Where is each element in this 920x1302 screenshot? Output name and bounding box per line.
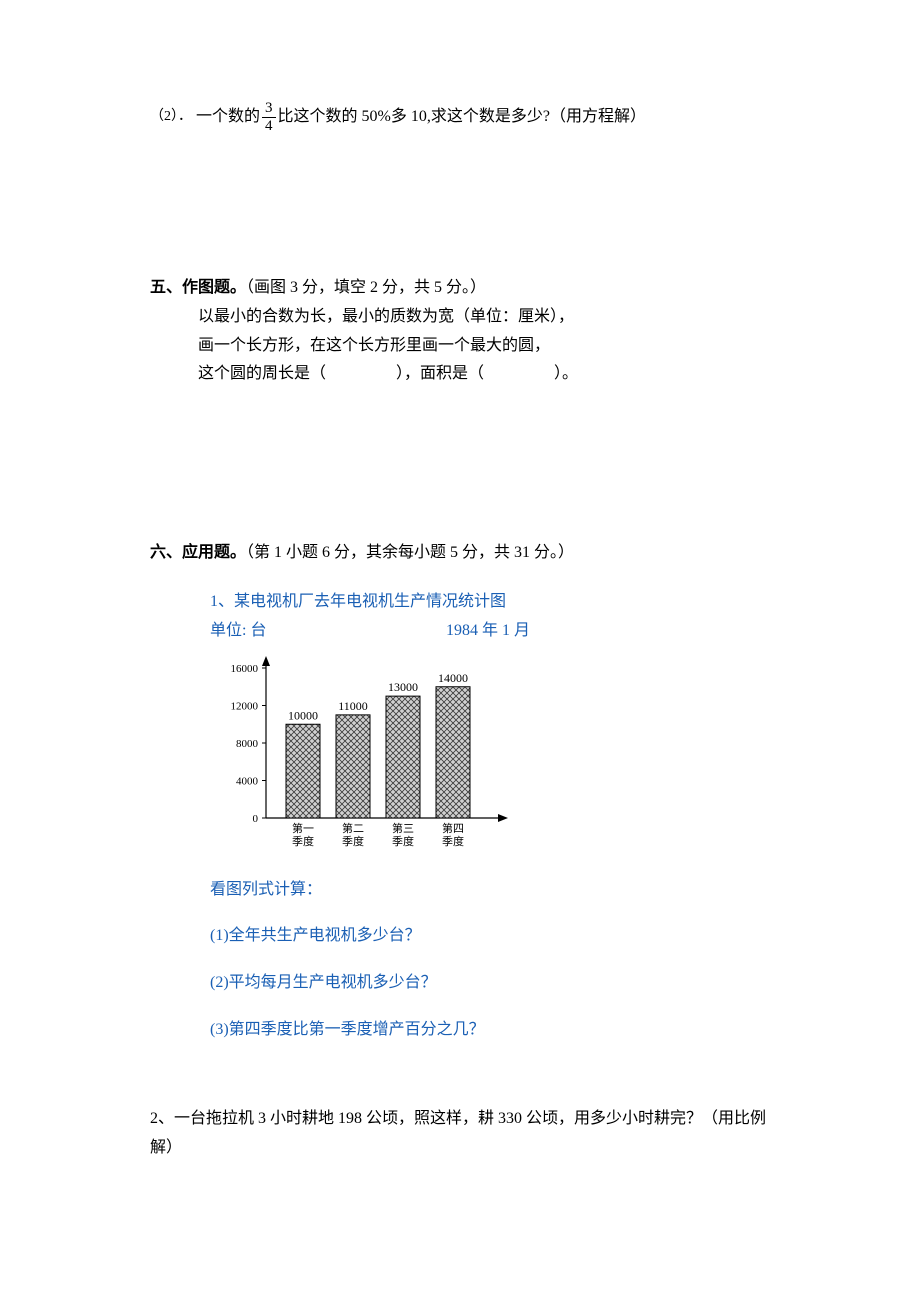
q6-1-unit: 单位: 台	[210, 617, 266, 646]
question-6-2: 2、一台拖拉机 3 小时耕地 198 公顷，照这样，耕 330 公顷，用多少小时…	[150, 1105, 770, 1163]
q2-number: （2）．	[150, 104, 192, 129]
q6-1-p2: (2)平均每月生产电视机多少台？	[210, 969, 770, 998]
svg-text:季度: 季度	[292, 834, 314, 848]
section-6-scoring: （第 1 小题 6 分，其余每小题 5 分，共 31 分。）	[246, 544, 574, 561]
section-5-heading: 五、作图题。	[150, 279, 246, 296]
s5-l3a: 这个圆的周长是（	[198, 365, 326, 382]
svg-text:12000: 12000	[231, 700, 259, 712]
svg-text:13000: 13000	[388, 680, 418, 694]
q2-before: 一个数的	[196, 103, 260, 132]
q6-1-subhead-text: 看图列式计算：	[210, 876, 770, 905]
question-2-text: （2）． 一个数的 3 4 比这个数的 50%多 10,求这个数是多少?（用方程…	[150, 100, 770, 134]
section-6-heading-row: 六、应用题。（第 1 小题 6 分，其余每小题 5 分，共 31 分。）	[150, 539, 770, 568]
fraction: 3 4	[262, 100, 276, 134]
svg-text:第四: 第四	[442, 821, 464, 835]
s5-l3c: ）。	[554, 365, 578, 382]
section-5: 五、作图题。（画图 3 分，填空 2 分，共 5 分。） 以最小的合数为长，最小…	[150, 274, 770, 389]
question-2: （2）． 一个数的 3 4 比这个数的 50%多 10,求这个数是多少?（用方程…	[150, 100, 770, 134]
section-6: 六、应用题。（第 1 小题 6 分，其余每小题 5 分，共 31 分。） 1、某…	[150, 539, 770, 1162]
svg-text:8000: 8000	[236, 738, 259, 750]
s5-line2: 画一个长方形，在这个长方形里画一个最大的圆，	[198, 332, 770, 361]
svg-text:11000: 11000	[338, 698, 368, 712]
q2-after: 比这个数的 50%多 10,求这个数是多少?（用方程解）	[278, 103, 646, 132]
svg-text:0: 0	[253, 813, 259, 825]
s5-l3b: ），面积是（	[396, 365, 484, 382]
section-5-heading-row: 五、作图题。（画图 3 分，填空 2 分，共 5 分。）	[150, 274, 770, 303]
svg-text:季度: 季度	[342, 834, 364, 848]
section-5-body: 以最小的合数为长，最小的质数为宽（单位：厘米）， 画一个长方形，在这个长方形里画…	[150, 303, 770, 389]
s5-line1: 以最小的合数为长，最小的质数为宽（单位：厘米），	[198, 303, 770, 332]
q6-1-p3: (3)第四季度比第一季度增产百分之几？	[210, 1016, 770, 1045]
q6-1-date: 1984 年 1 月	[446, 617, 530, 646]
q6-1-subhead: 单位: 台 1984 年 1 月	[210, 617, 530, 646]
section-5-scoring: （画图 3 分，填空 2 分，共 5 分。）	[246, 279, 486, 296]
section-6-heading: 六、应用题。	[150, 544, 246, 561]
q6-1-subquestions: 看图列式计算： (1)全年共生产电视机多少台？ (2)平均每月生产电视机多少台？…	[210, 876, 770, 1045]
svg-text:10000: 10000	[288, 708, 318, 722]
svg-text:16000: 16000	[231, 663, 259, 675]
svg-text:第二: 第二	[342, 821, 364, 835]
q6-1-title: 1、某电视机厂去年电视机生产情况统计图	[210, 588, 770, 617]
bar-chart-svg: 040008000120001600010000第一季度11000第二季度130…	[210, 654, 510, 864]
svg-text:季度: 季度	[392, 834, 414, 848]
svg-text:季度: 季度	[442, 834, 464, 848]
s5-line3: 这个圆的周长是（ ），面积是（ ）。	[198, 360, 770, 389]
fraction-denominator: 4	[262, 118, 276, 135]
svg-text:14000: 14000	[438, 670, 468, 684]
svg-text:4000: 4000	[236, 775, 259, 787]
fraction-numerator: 3	[262, 100, 276, 118]
bar-chart: 040008000120001600010000第一季度11000第二季度130…	[210, 654, 770, 864]
question-6-1: 1、某电视机厂去年电视机生产情况统计图 单位: 台 1984 年 1 月 0 40…	[150, 588, 770, 1045]
svg-text:第三: 第三	[392, 821, 414, 835]
q6-1-p1: (1)全年共生产电视机多少台？	[210, 922, 770, 951]
svg-text:第一: 第一	[292, 821, 314, 835]
